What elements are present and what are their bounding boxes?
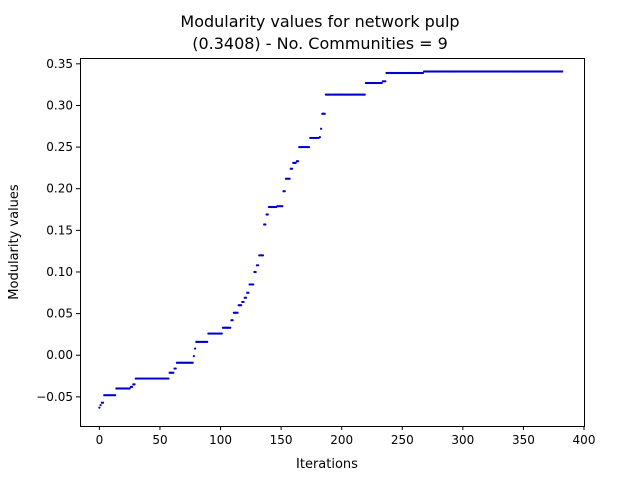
data-point xyxy=(380,81,383,85)
chart-title-line-1: Modularity values for network pulp xyxy=(180,12,459,31)
data-point xyxy=(98,406,101,409)
x-tick-label: 200 xyxy=(330,433,353,447)
data-point xyxy=(318,135,321,139)
y-tick-label: 0.15 xyxy=(46,223,73,237)
data-point xyxy=(167,377,170,380)
y-axis-ticks: −0.05 0.00 0.05 0.10 0.15 0.20 0.25 0.30 0.35 xyxy=(36,57,80,404)
y-tick-label: 0.30 xyxy=(46,98,73,112)
data-point xyxy=(99,404,102,407)
data-point xyxy=(231,319,234,322)
data-point xyxy=(261,254,265,257)
data-point xyxy=(323,112,326,115)
data-point xyxy=(384,80,387,83)
data-point xyxy=(281,205,284,208)
x-tick-label: 150 xyxy=(270,433,293,447)
y-tick-label: 0.20 xyxy=(46,182,73,196)
data-point xyxy=(290,167,294,170)
data-point xyxy=(174,367,177,370)
data-point xyxy=(294,161,297,165)
data-point xyxy=(254,270,257,274)
x-axis-label: Iterations xyxy=(296,457,358,472)
data-point xyxy=(561,70,564,73)
y-tick-label: 0.00 xyxy=(46,348,73,362)
data-point xyxy=(252,283,255,286)
data-points xyxy=(98,70,564,409)
data-point xyxy=(172,371,175,374)
data-point xyxy=(283,190,286,193)
data-point xyxy=(193,347,197,350)
data-point xyxy=(130,385,134,388)
x-tick-label: 300 xyxy=(451,433,474,447)
y-tick-label: 0.35 xyxy=(46,57,73,71)
data-point xyxy=(101,401,105,404)
chart-title-line-2: (0.3408) - No. Communities = 9 xyxy=(192,34,448,53)
data-point xyxy=(236,311,239,314)
data-point xyxy=(244,296,248,299)
data-point xyxy=(206,340,209,344)
data-point xyxy=(133,383,136,386)
y-tick-label: 0.05 xyxy=(46,307,73,321)
x-tick-label: 100 xyxy=(209,433,232,447)
data-point xyxy=(266,213,269,216)
y-tick-label: 0.10 xyxy=(46,265,73,279)
x-tick-label: 400 xyxy=(573,433,596,447)
y-tick-label: −0.05 xyxy=(36,390,73,404)
y-tick-label: 0.25 xyxy=(46,140,73,154)
data-point xyxy=(242,300,245,304)
x-tick-label: 250 xyxy=(391,433,414,447)
data-point xyxy=(296,160,300,163)
data-point xyxy=(288,177,291,180)
data-point xyxy=(363,93,366,96)
data-point xyxy=(128,387,131,390)
data-point xyxy=(192,354,195,358)
data-point xyxy=(256,264,260,267)
data-point xyxy=(114,394,117,397)
data-point xyxy=(247,291,250,294)
data-point xyxy=(229,326,232,329)
data-point xyxy=(264,223,267,226)
x-tick-label: 0 xyxy=(96,433,104,447)
y-axis-label: Modularity values xyxy=(7,184,22,300)
data-point xyxy=(240,304,243,307)
plot-frame xyxy=(80,58,585,427)
data-point xyxy=(220,332,223,335)
data-point xyxy=(421,71,424,75)
x-axis-ticks: 0 50 100 150 200 250 300 350 400 xyxy=(96,426,596,447)
data-point xyxy=(307,145,311,149)
data-point xyxy=(191,361,194,364)
x-tick-label: 350 xyxy=(512,433,535,447)
data-point xyxy=(319,127,323,130)
x-tick-label: 50 xyxy=(152,433,167,447)
